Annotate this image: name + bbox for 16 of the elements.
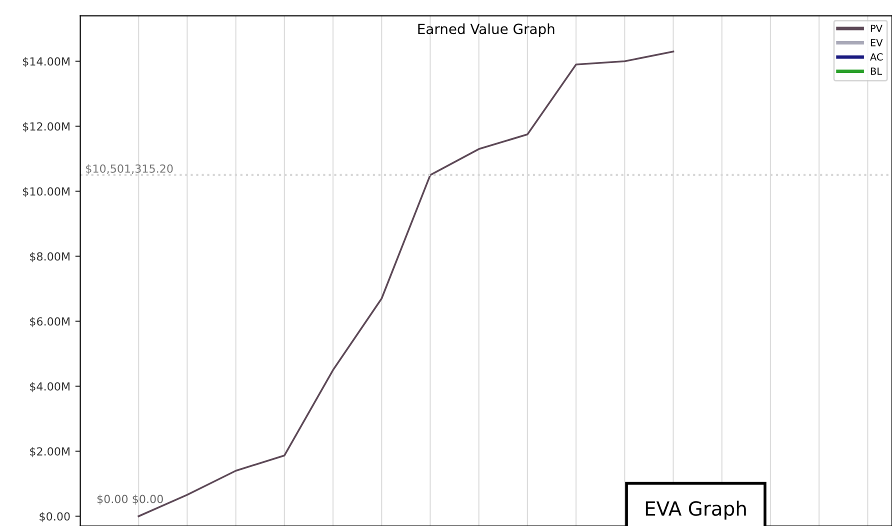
y-tick-label: $0.00 bbox=[40, 512, 70, 522]
legend-label: EV bbox=[870, 39, 883, 46]
y-tick-label: $10.00M bbox=[23, 187, 70, 198]
y-tick-label: $2.00M bbox=[30, 447, 70, 458]
y-tick-label: $6.00M bbox=[30, 317, 70, 328]
ref-line-label: $10,501,315.20 bbox=[86, 164, 173, 174]
y-tick-label: $4.00M bbox=[30, 382, 70, 392]
legend-label: PV bbox=[870, 24, 882, 32]
legend-label: BL bbox=[870, 68, 882, 75]
y-tick-label: $14.00M bbox=[23, 57, 70, 68]
text: Earned Value Graph bbox=[418, 23, 554, 37]
y-tick-label: $12.00M bbox=[23, 122, 70, 132]
annotation: EVA Graph bbox=[646, 500, 746, 520]
legend-label: AC bbox=[870, 53, 883, 61]
y-tick-label: $8.00M bbox=[30, 252, 70, 262]
annotation: $0.00 $0.00 bbox=[97, 494, 163, 505]
